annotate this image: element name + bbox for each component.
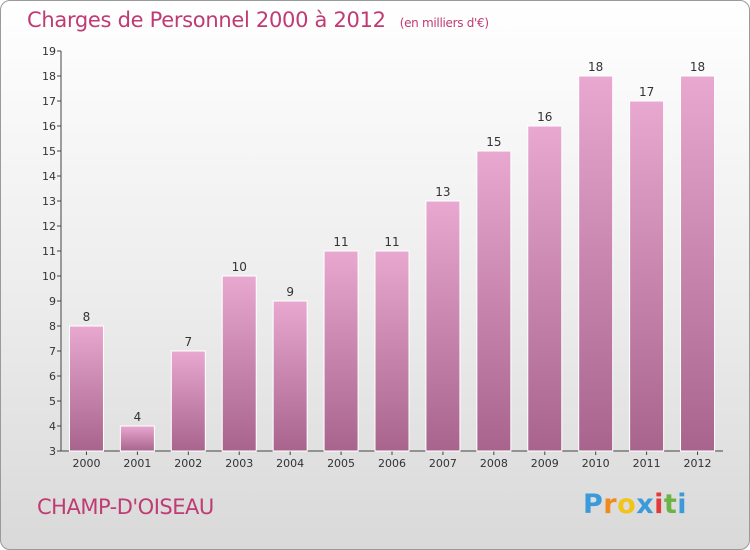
y-tick-label: 14 (42, 170, 56, 183)
data-label-2000: 8 (83, 310, 91, 324)
bar-2005 (323, 250, 359, 452)
data-label-2006: 11 (384, 235, 399, 249)
y-tick-label: 19 (42, 45, 56, 58)
data-label-2009: 16 (537, 110, 552, 124)
data-label-2001: 4 (134, 410, 142, 424)
x-tick-label-2003: 2003 (225, 457, 253, 470)
x-tick-label-2008: 2008 (480, 457, 508, 470)
logo-letter: P (583, 489, 604, 520)
proxiti-logo: Proxiti (583, 489, 687, 520)
x-tick-label-2004: 2004 (276, 457, 304, 470)
y-tick-label: 17 (42, 95, 56, 108)
data-label-2002: 7 (184, 335, 192, 349)
chart-title-text: Charges de Personnel 2000 à 2012 (27, 8, 386, 32)
y-tick-label: 12 (42, 220, 56, 233)
x-tick-label-2009: 2009 (531, 457, 559, 470)
data-label-2008: 15 (486, 135, 501, 149)
y-tick-label: 8 (49, 320, 56, 333)
x-tick-label-2005: 2005 (327, 457, 355, 470)
logo-letter: o (617, 489, 637, 520)
x-tick-label-2012: 2012 (684, 457, 712, 470)
bar-2011 (629, 100, 665, 452)
data-label-2010: 18 (588, 60, 603, 74)
y-tick-label: 16 (42, 120, 56, 133)
y-tick-label: 6 (49, 370, 56, 383)
logo-letter: t (663, 489, 678, 520)
bar-2004 (272, 300, 308, 452)
logo-letter: i (677, 489, 688, 520)
y-tick-label: 7 (49, 345, 56, 358)
y-tick-label: 10 (42, 270, 56, 283)
y-tick-label: 9 (49, 295, 56, 308)
logo-letter: r (603, 489, 618, 520)
y-tick-label: 11 (42, 245, 56, 258)
bar-2002 (170, 350, 206, 452)
y-tick-label: 5 (49, 395, 56, 408)
logo-letter: x (636, 489, 655, 520)
chart-unit: (en milliers d'€) (399, 16, 489, 30)
x-tick-label-2006: 2006 (378, 457, 406, 470)
x-tick-label-2011: 2011 (633, 457, 661, 470)
y-tick-label: 13 (42, 195, 56, 208)
data-label-2011: 17 (639, 85, 654, 99)
bar-2008 (476, 150, 512, 452)
x-tick-label-2002: 2002 (174, 457, 202, 470)
data-label-2003: 10 (232, 260, 247, 274)
data-label-2005: 11 (333, 235, 348, 249)
x-tick-label-2001: 2001 (123, 457, 151, 470)
y-tick-label: 18 (42, 70, 56, 83)
x-tick-label-2000: 2000 (72, 457, 100, 470)
y-tick-label: 4 (49, 420, 56, 433)
place-name: CHAMP-D'OISEAU (37, 495, 214, 519)
bar-2012 (680, 75, 716, 452)
logo-letter: i (654, 489, 664, 520)
y-tick-label: 15 (42, 145, 56, 158)
data-label-2007: 13 (435, 185, 450, 199)
bar-2009 (527, 125, 563, 452)
data-label-2012: 18 (690, 60, 705, 74)
chart-title: Charges de Personnel 2000 à 2012 (en mill… (27, 8, 489, 32)
bar-2007 (425, 200, 461, 452)
bar-2006 (374, 250, 410, 452)
bar-2001 (119, 425, 155, 452)
y-tick-label: 3 (49, 445, 56, 458)
x-tick-label-2010: 2010 (582, 457, 610, 470)
x-tick-label-2007: 2007 (429, 457, 457, 470)
chart-bars: 8 4 7 10 9 11 11 13 15 16 18 17 18 (68, 60, 716, 452)
bar-2003 (221, 275, 257, 452)
chart-axes: 3 4 5 6 7 8 9 10 11 12 13 14 15 16 17 18 19 2000 2001 2002 2… (42, 45, 723, 470)
data-label-2004: 9 (286, 285, 294, 299)
bar-2010 (578, 75, 614, 452)
bar-2000 (68, 325, 104, 452)
